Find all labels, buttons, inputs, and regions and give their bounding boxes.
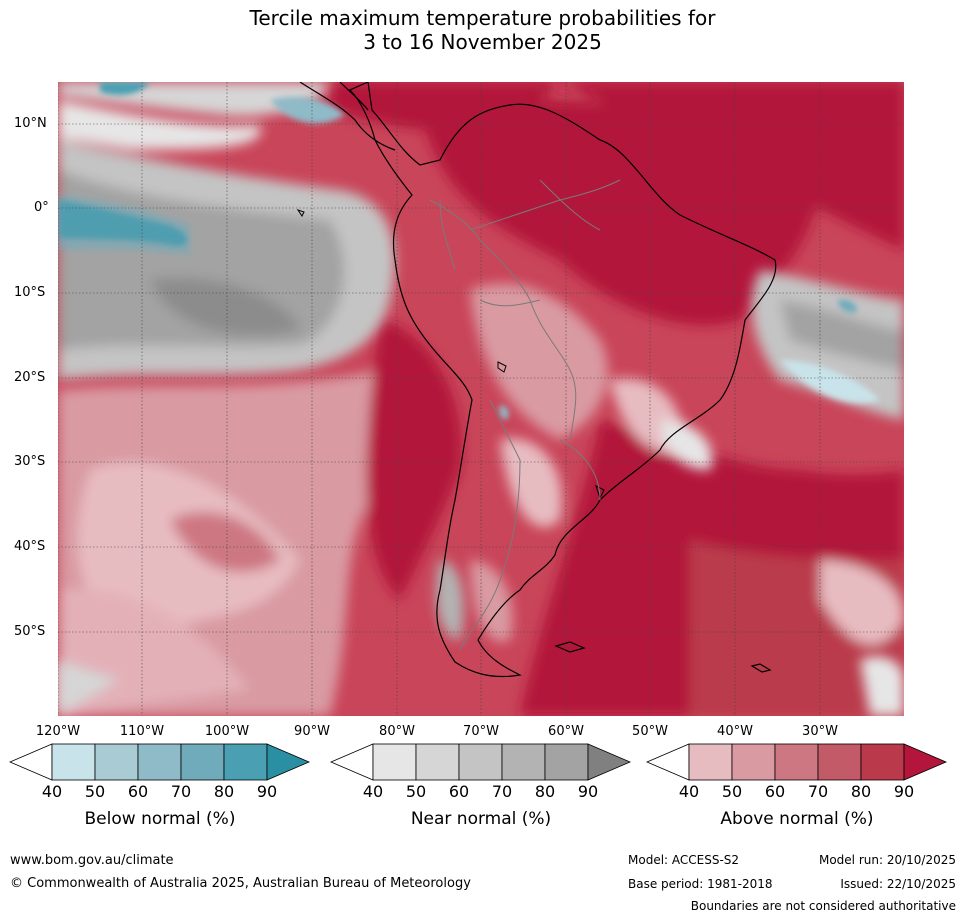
colorbar-swatch <box>372 743 417 781</box>
legend-tick-label: 70 <box>491 782 513 801</box>
country-borders <box>429 179 621 651</box>
colorbar-extend-high <box>587 743 632 781</box>
footer-disclaimer: Boundaries are not considered authoritat… <box>690 899 956 913</box>
colorbar-near-normal <box>329 743 632 781</box>
graticule <box>58 82 904 716</box>
legend-tick-label: 80 <box>534 782 556 801</box>
lat-label-10s: 10°S <box>14 285 46 300</box>
legend-title-below-normal: Below normal (%) <box>84 809 236 829</box>
title-line-1: Tercile maximum temperature probabilitie… <box>249 6 716 30</box>
footer-model-run: Model run: 20/10/2025 <box>818 853 956 867</box>
legend-tick-label: 40 <box>678 782 700 801</box>
coastlines <box>296 82 777 678</box>
legend-tick-label: 60 <box>764 782 786 801</box>
lon-label-80w: 80°W <box>379 724 415 739</box>
colorbar-below-normal <box>8 743 311 781</box>
lat-label-30s: 30°S <box>14 454 46 469</box>
colorbar-extend-low <box>645 743 690 781</box>
legend-tick-label: 50 <box>721 782 743 801</box>
legend-tick-label: 60 <box>127 782 149 801</box>
legend-tick-label: 70 <box>170 782 192 801</box>
lon-label-40w: 40°W <box>717 724 753 739</box>
colorbar-swatch <box>51 743 96 781</box>
below-normal-field <box>58 82 880 420</box>
footer-issued: Issued: 22/10/2025 <box>840 877 956 891</box>
colorbar-extend-low <box>329 743 374 781</box>
lon-label-120w: 120°W <box>35 724 81 739</box>
colorbar-extend-high <box>903 743 948 781</box>
colorbar-swatch <box>223 743 268 781</box>
colorbar-swatch <box>501 743 546 781</box>
lon-label-100w: 100°W <box>204 724 250 739</box>
footer-base-period: Base period: 1981-2018 <box>628 877 773 891</box>
legend-tick-label: 40 <box>362 782 384 801</box>
colorbar-swatch <box>544 743 589 781</box>
lon-label-50w: 50°W <box>632 724 668 739</box>
colorbar-extend-high <box>266 743 311 781</box>
lat-label-50s: 50°S <box>14 624 46 639</box>
legend-tick-label: 90 <box>893 782 915 801</box>
lat-label-0: 0° <box>34 200 49 215</box>
legend-tick-label: 40 <box>41 782 63 801</box>
map-title: Tercile maximum temperature probabilitie… <box>0 6 965 54</box>
legend-tick-label: 50 <box>405 782 427 801</box>
colorbar-swatch <box>774 743 819 781</box>
above-normal-field <box>58 82 904 716</box>
lat-label-10n: 10°N <box>14 116 47 131</box>
lon-label-110w: 110°W <box>119 724 165 739</box>
lake-titicaca <box>497 361 507 373</box>
falklands-coastline <box>554 641 586 653</box>
legend-tick-label: 50 <box>84 782 106 801</box>
colorbar-swatch <box>137 743 182 781</box>
lagoa-dos-patos <box>595 485 605 500</box>
colorbar-swatch <box>415 743 460 781</box>
map-field <box>58 82 904 716</box>
lon-label-60w: 60°W <box>548 724 584 739</box>
legend-tick-label: 90 <box>577 782 599 801</box>
legend-title-near-normal: Near normal (%) <box>410 809 552 829</box>
legend-tick-label: 60 <box>448 782 470 801</box>
legend-tick-label: 70 <box>807 782 829 801</box>
lon-label-90w: 90°W <box>294 724 330 739</box>
colorbar-swatch <box>731 743 776 781</box>
lon-label-70w: 70°W <box>463 724 499 739</box>
lat-label-20s: 20°S <box>14 370 46 385</box>
footer-model: Model: ACCESS-S2 <box>628 853 740 867</box>
colorbar-legends <box>8 743 948 781</box>
legend-tick-label: 80 <box>850 782 872 801</box>
colorbar-extend-low <box>8 743 53 781</box>
title-line-2: 3 to 16 November 2025 <box>363 30 602 54</box>
colorbar-swatch <box>860 743 905 781</box>
galapagos-coastline <box>296 209 305 217</box>
legend-title-above-normal: Above normal (%) <box>720 809 874 829</box>
south-georgia-coastline <box>750 663 772 673</box>
footer-url: www.bom.gov.au/climate <box>10 853 174 868</box>
colorbar-swatch <box>180 743 225 781</box>
legend-tick-label: 90 <box>256 782 278 801</box>
colorbar-swatch <box>688 743 733 781</box>
colorbar-above-normal <box>645 743 948 781</box>
south-america-coastline <box>348 82 777 678</box>
legend-tick-label: 80 <box>213 782 235 801</box>
central-america-coastline <box>299 82 396 151</box>
colorbar-swatch <box>94 743 139 781</box>
footer-copyright: © Commonwealth of Australia 2025, Austra… <box>10 876 471 891</box>
lon-label-30w: 30°W <box>802 724 838 739</box>
colorbar-swatch <box>817 743 862 781</box>
colorbar-swatch <box>458 743 503 781</box>
lat-label-40s: 40°S <box>14 539 46 554</box>
